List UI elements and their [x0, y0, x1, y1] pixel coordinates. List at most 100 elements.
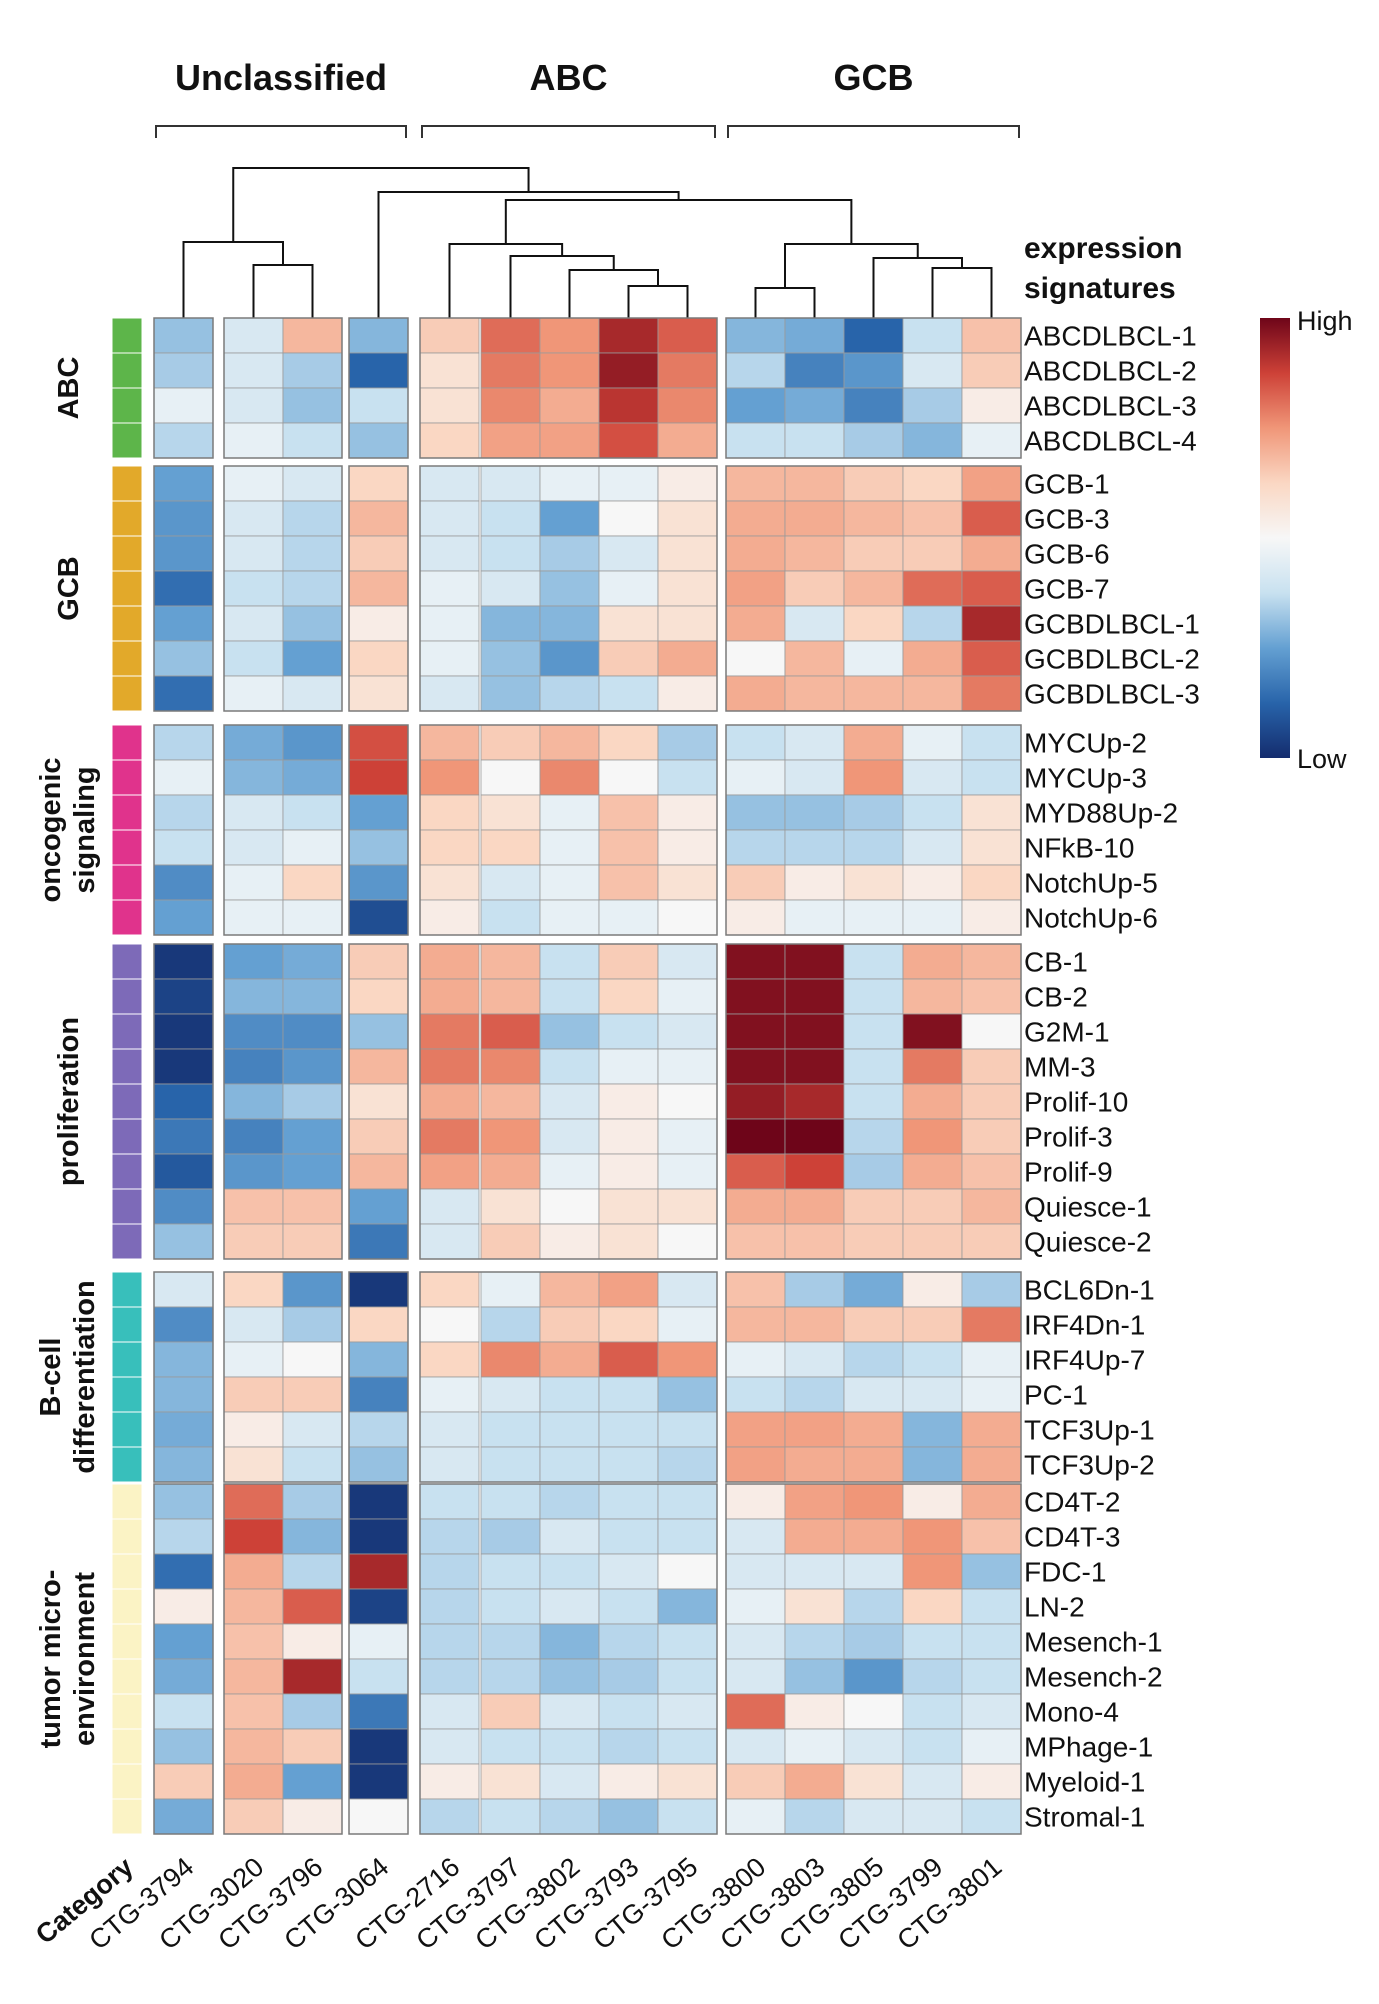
- heatmap-cell: [282, 1553, 343, 1590]
- heatmap-cell: [348, 535, 409, 572]
- heatmap-cell: [784, 899, 845, 936]
- heatmap-cell: [843, 794, 904, 831]
- heatmap-cell: [282, 978, 343, 1015]
- heatmap-cell: [539, 1588, 600, 1625]
- heatmap-cell: [539, 640, 600, 677]
- heatmap-cell: [725, 422, 786, 459]
- heatmap-cell: [223, 1798, 284, 1835]
- heatmap-cell: [539, 1223, 600, 1260]
- heatmap-cell: [419, 640, 480, 677]
- heatmap-cell: [223, 605, 284, 642]
- row-axis-title: signatures: [1024, 272, 1176, 305]
- heatmap-cell: [153, 1518, 214, 1555]
- heatmap-cell: [282, 1728, 343, 1765]
- heatmap-cell: [784, 1693, 845, 1730]
- heatmap-cell: [843, 724, 904, 761]
- heatmap-cell: [725, 724, 786, 761]
- heatmap-cell: [657, 724, 718, 761]
- heatmap-cell: [902, 1483, 963, 1520]
- heatmap-cell: [282, 864, 343, 901]
- heatmap-cell: [598, 535, 659, 572]
- dendrogram-branch: [931, 267, 993, 318]
- heatmap-cell: [223, 794, 284, 831]
- heatmap-block-frame: [348, 1483, 409, 1835]
- heatmap-cell: [539, 1188, 600, 1225]
- heatmap-cell: [843, 1623, 904, 1660]
- row-label: GCBDLBCL-1: [1024, 609, 1200, 640]
- heatmap-cell: [657, 422, 718, 459]
- heatmap-cell: [598, 1446, 659, 1483]
- heatmap-cell: [784, 1728, 845, 1765]
- heatmap-cell: [419, 500, 480, 537]
- heatmap-cell: [961, 570, 1022, 607]
- heatmap-cell: [539, 943, 600, 980]
- heatmap-cell: [153, 1223, 214, 1260]
- heatmap-cell: [223, 829, 284, 866]
- heatmap-cell: [282, 1188, 343, 1225]
- heatmap-cell: [480, 759, 541, 796]
- heatmap-cell: [902, 500, 963, 537]
- row-label: MYCUp-2: [1024, 728, 1147, 759]
- heatmap-cell: [348, 1411, 409, 1448]
- heatmap-cell: [480, 422, 541, 459]
- heatmap-cell: [419, 943, 480, 980]
- heatmap-cell: [348, 1483, 409, 1520]
- heatmap-cell: [348, 943, 409, 980]
- heatmap-cell: [153, 500, 214, 537]
- heatmap-cell: [784, 605, 845, 642]
- heatmap-cell: [902, 352, 963, 389]
- heatmap-cell: [657, 1658, 718, 1695]
- heatmap-cell: [348, 1446, 409, 1483]
- heatmap-cell: [598, 1223, 659, 1260]
- heatmap-cell: [961, 1518, 1022, 1555]
- heatmap-cell: [480, 570, 541, 607]
- heatmap-cell: [902, 864, 963, 901]
- heatmap-cell: [153, 864, 214, 901]
- heatmap-cell: [657, 1483, 718, 1520]
- heatmap-cell: [784, 1013, 845, 1050]
- heatmap-cell: [961, 899, 1022, 936]
- row-label: G2M-1: [1024, 1017, 1110, 1048]
- heatmap-cell: [657, 864, 718, 901]
- heatmap-cell: [480, 317, 541, 354]
- heatmap-cell: [348, 1271, 409, 1308]
- category-label: proliferation: [53, 1017, 85, 1186]
- heatmap-cell: [419, 1623, 480, 1660]
- heatmap-block-frame: [153, 724, 214, 936]
- heatmap-cell: [480, 1083, 541, 1120]
- category-label: GCB: [53, 556, 85, 620]
- heatmap-cell: [153, 640, 214, 677]
- heatmap-cell: [539, 1306, 600, 1343]
- heatmap-cell: [725, 829, 786, 866]
- heatmap-cell: [598, 352, 659, 389]
- heatmap-cell: [419, 724, 480, 761]
- heatmap-cell: [598, 1798, 659, 1835]
- category-label: oncogenicsignaling: [35, 757, 101, 902]
- heatmap-cell: [657, 759, 718, 796]
- category-color-cell: [111, 1483, 143, 1520]
- heatmap-cell: [223, 317, 284, 354]
- heatmap-cell: [902, 1658, 963, 1695]
- heatmap-cell: [961, 1411, 1022, 1448]
- heatmap-cell: [539, 829, 600, 866]
- heatmap-cell: [961, 1083, 1022, 1120]
- heatmap-cell: [961, 1623, 1022, 1660]
- heatmap-cell: [539, 422, 600, 459]
- category-color-cell: [111, 1693, 143, 1730]
- category-color-cell: [111, 1588, 143, 1625]
- heatmap-cell: [419, 1048, 480, 1085]
- heatmap-cell: [902, 1271, 963, 1308]
- category-color-cell: [111, 794, 143, 831]
- heatmap-cell: [480, 1048, 541, 1085]
- heatmap-cell: [784, 1188, 845, 1225]
- heatmap-cell: [657, 500, 718, 537]
- heatmap-cell: [539, 317, 600, 354]
- heatmap-cell: [348, 1553, 409, 1590]
- heatmap-cell: [598, 640, 659, 677]
- heatmap-cell: [348, 724, 409, 761]
- heatmap-cell: [784, 1763, 845, 1800]
- row-label: GCBDLBCL-3: [1024, 679, 1200, 710]
- heatmap-cell: [598, 1763, 659, 1800]
- heatmap-cell: [843, 1341, 904, 1378]
